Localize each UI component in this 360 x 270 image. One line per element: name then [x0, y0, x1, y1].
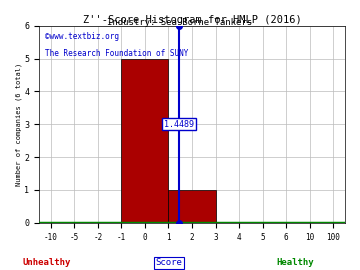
Text: 1.4489: 1.4489 [164, 120, 194, 129]
Text: Healthy: Healthy [276, 258, 314, 267]
Text: ©www.textbiz.org: ©www.textbiz.org [45, 32, 119, 41]
Bar [168, 190, 216, 223]
Text: The Research Foundation of SUNY: The Research Foundation of SUNY [45, 49, 189, 58]
Bar [121, 59, 168, 223]
Text: Industry: Sea-Borne Tankers: Industry: Sea-Borne Tankers [107, 18, 253, 28]
Text: Unhealthy: Unhealthy [23, 258, 71, 267]
Title: Z''-Score Histogram for HMLP (2016): Z''-Score Histogram for HMLP (2016) [83, 15, 301, 25]
Text: Score: Score [156, 258, 183, 267]
Y-axis label: Number of companies (6 total): Number of companies (6 total) [15, 63, 22, 186]
